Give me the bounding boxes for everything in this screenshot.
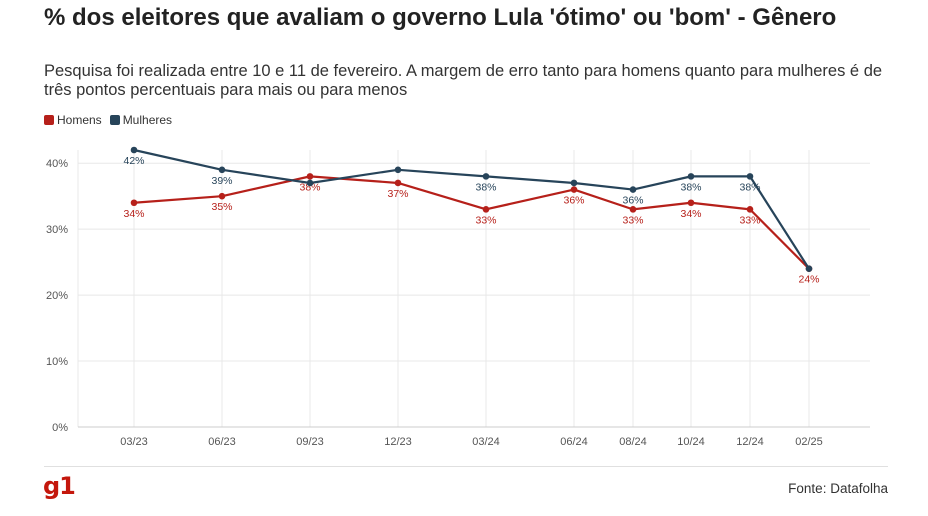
data-point-homens bbox=[218, 192, 226, 200]
y-tick-label: 10% bbox=[46, 356, 68, 368]
x-tick-label: 06/23 bbox=[208, 436, 236, 448]
data-label-homens: 37% bbox=[387, 188, 408, 200]
legend-swatch-homens bbox=[44, 115, 54, 125]
data-point-homens bbox=[629, 206, 637, 213]
footer-divider bbox=[44, 466, 888, 467]
data-point-homens bbox=[482, 206, 490, 213]
legend-swatch-mulheres bbox=[109, 115, 120, 125]
data-label-homens: 33% bbox=[475, 214, 496, 226]
data-point-homens bbox=[746, 206, 754, 213]
data-label-homens: 33% bbox=[739, 214, 760, 226]
g1-logo: g1 bbox=[43, 472, 76, 500]
data-label-homens: 36% bbox=[563, 195, 584, 207]
x-tick-label: 02/25 bbox=[795, 436, 823, 448]
data-point-mulheres bbox=[394, 166, 402, 174]
source-note: Fonte: Datafolha bbox=[788, 481, 888, 496]
legend-item-mulheres: Mulheres bbox=[109, 113, 173, 127]
x-tick-label: 09/23 bbox=[296, 436, 324, 448]
data-point-homens bbox=[130, 199, 138, 207]
x-tick-label: 12/24 bbox=[736, 436, 764, 448]
data-point-homens bbox=[306, 173, 314, 180]
x-tick-label: 03/23 bbox=[120, 436, 148, 448]
legend-label-homens: Homens bbox=[57, 113, 102, 127]
data-label-homens: 33% bbox=[622, 214, 643, 226]
x-tick-label: 10/24 bbox=[677, 436, 705, 448]
data-label-mulheres: 39% bbox=[211, 175, 232, 187]
data-label-mulheres: 38% bbox=[475, 181, 496, 193]
x-tick-label: 08/24 bbox=[619, 436, 647, 448]
y-tick-label: 30% bbox=[46, 224, 68, 236]
series-line-mulheres bbox=[133, 148, 810, 270]
x-tick-label: 03/24 bbox=[472, 436, 500, 448]
data-point-mulheres bbox=[629, 186, 637, 193]
data-point-mulheres bbox=[218, 166, 226, 174]
series-line-homens bbox=[133, 175, 810, 270]
data-label-homens: 34% bbox=[680, 208, 701, 220]
data-label-mulheres: 42% bbox=[123, 155, 144, 167]
data-point-mulheres bbox=[805, 265, 813, 273]
data-label-mulheres: 36% bbox=[622, 195, 643, 207]
y-tick-label: 0% bbox=[52, 422, 68, 434]
data-point-mulheres bbox=[306, 179, 314, 187]
legend: Homens Mulheres bbox=[44, 113, 172, 127]
data-label-homens: 38% bbox=[299, 181, 320, 193]
data-point-mulheres bbox=[746, 173, 754, 180]
chart-title: % dos eleitores que avaliam o governo Lu… bbox=[44, 4, 837, 31]
data-label-mulheres: 38% bbox=[680, 181, 701, 193]
line-chart: 0% 10% 20% 30% 40% 03/23 06/23 09/23 12/23 03/24 0… bbox=[46, 146, 870, 448]
legend-label-mulheres: Mulheres bbox=[122, 113, 173, 127]
data-point-homens bbox=[394, 179, 402, 187]
x-tick-label: 06/24 bbox=[560, 436, 588, 448]
legend-item-homens: Homens bbox=[44, 113, 102, 127]
data-label-mulheres: 38% bbox=[739, 181, 760, 193]
data-label-homens: 35% bbox=[211, 201, 232, 213]
y-tick-label: 40% bbox=[46, 158, 68, 170]
data-point-mulheres bbox=[570, 179, 578, 187]
data-point-mulheres bbox=[687, 173, 695, 180]
y-tick-label: 20% bbox=[46, 290, 68, 302]
data-label-homens: 34% bbox=[123, 208, 144, 220]
chart-subtitle: Pesquisa foi realizada entre 10 e 11 de … bbox=[44, 62, 883, 99]
data-point-homens bbox=[687, 199, 695, 207]
data-point-mulheres bbox=[130, 146, 138, 154]
data-point-homens bbox=[570, 186, 578, 193]
x-tick-label: 12/23 bbox=[384, 436, 412, 448]
data-point-mulheres bbox=[482, 173, 490, 180]
data-label-homens: 24% bbox=[798, 274, 819, 286]
